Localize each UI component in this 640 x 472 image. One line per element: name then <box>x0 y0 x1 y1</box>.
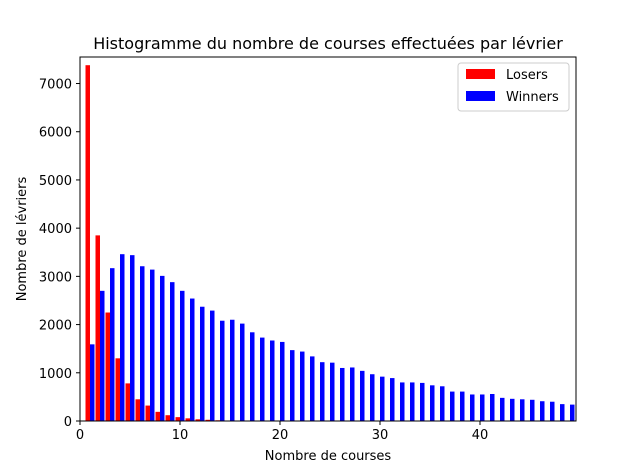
bar-winners-1 <box>90 344 95 421</box>
bar-winners-35 <box>430 385 435 421</box>
y-tick-label: 4000 <box>39 222 72 237</box>
bar-winners-28 <box>360 370 365 421</box>
bar-winners-29 <box>370 374 375 421</box>
bar-winners-33 <box>410 382 415 421</box>
bar-winners-8 <box>160 275 165 421</box>
bar-winners-12 <box>200 306 205 421</box>
y-axis-label: Nombre de lévriers <box>15 177 30 302</box>
bar-winners-46 <box>540 401 545 421</box>
bar-winners-6 <box>140 266 145 421</box>
legend-swatch-winners <box>466 91 495 101</box>
bar-winners-3 <box>110 268 115 421</box>
bar-winners-48 <box>560 404 565 421</box>
y-tick-label: 7000 <box>39 78 72 93</box>
bar-winners-9 <box>170 282 175 421</box>
bar-winners-36 <box>440 386 445 421</box>
bar-winners-15 <box>230 319 235 421</box>
bar-losers-3 <box>105 312 110 421</box>
legend: Losers Winners <box>457 62 570 112</box>
bar-winners-41 <box>490 394 495 421</box>
y-tick-label: 0 <box>64 415 72 430</box>
bar-losers-11 <box>185 418 190 421</box>
x-tick-label: 20 <box>272 428 289 443</box>
bars-group <box>85 65 575 421</box>
x-tick-label: 30 <box>372 428 389 443</box>
bar-winners-47 <box>550 401 555 421</box>
bar-winners-2 <box>100 290 105 421</box>
bar-losers-6 <box>135 399 140 421</box>
bar-losers-2 <box>95 235 100 421</box>
bar-winners-21 <box>290 350 295 421</box>
chart-title: Histogramme du nombre de courses effectu… <box>93 34 563 53</box>
bar-winners-39 <box>470 394 475 421</box>
bar-winners-10 <box>180 290 185 421</box>
bar-winners-38 <box>460 391 465 421</box>
bar-losers-9 <box>165 415 170 421</box>
y-tick-label: 5000 <box>39 174 72 189</box>
bar-winners-13 <box>210 310 215 421</box>
bar-winners-4 <box>120 254 125 421</box>
bar-winners-7 <box>150 269 155 421</box>
legend-label-winners: Winners <box>506 90 559 105</box>
bar-winners-25 <box>330 362 335 421</box>
legend-swatch-losers <box>466 69 495 79</box>
bar-winners-26 <box>340 367 345 421</box>
bar-winners-32 <box>400 382 405 421</box>
bar-winners-22 <box>300 351 305 421</box>
bar-winners-43 <box>510 398 515 421</box>
bar-winners-45 <box>530 399 535 421</box>
x-tick-label: 0 <box>76 428 84 443</box>
bar-winners-49 <box>570 404 575 421</box>
bar-winners-14 <box>220 320 225 421</box>
bar-losers-4 <box>115 358 120 421</box>
bar-winners-11 <box>190 298 195 421</box>
bar-winners-42 <box>500 397 505 421</box>
bar-winners-17 <box>250 332 255 421</box>
y-tick-label: 6000 <box>39 126 72 141</box>
y-tick-label: 3000 <box>39 270 72 285</box>
plot-frame <box>79 56 577 422</box>
bar-winners-27 <box>350 367 355 421</box>
x-tick-label: 40 <box>472 428 489 443</box>
bar-winners-5 <box>130 255 135 421</box>
bar-winners-20 <box>280 341 285 421</box>
bar-losers-7 <box>145 405 150 421</box>
bar-losers-5 <box>125 383 130 421</box>
bar-losers-13 <box>205 419 210 421</box>
bar-losers-10 <box>175 417 180 421</box>
bar-winners-40 <box>480 394 485 421</box>
bar-winners-44 <box>520 399 525 421</box>
bar-losers-1 <box>85 65 90 421</box>
bar-losers-12 <box>195 419 200 421</box>
y-tick-label: 2000 <box>39 319 72 334</box>
legend-label-losers: Losers <box>506 68 548 83</box>
bar-winners-16 <box>240 323 245 421</box>
x-axis-label: Nombre de courses <box>265 449 392 464</box>
bar-winners-30 <box>380 376 385 421</box>
bar-winners-19 <box>270 340 275 421</box>
bar-winners-37 <box>450 391 455 421</box>
bar-winners-31 <box>390 378 395 421</box>
x-axis-ticks: 0 10 20 30 40 <box>76 421 488 443</box>
y-axis-ticks: 0 1000 2000 3000 4000 5000 6000 7000 <box>39 78 80 430</box>
bar-losers-8 <box>155 411 160 421</box>
bar-winners-23 <box>310 356 315 421</box>
bar-winners-34 <box>420 382 425 421</box>
bar-winners-18 <box>260 337 265 421</box>
x-tick-label: 10 <box>172 428 189 443</box>
bar-winners-24 <box>320 362 325 421</box>
y-tick-label: 1000 <box>39 367 72 382</box>
